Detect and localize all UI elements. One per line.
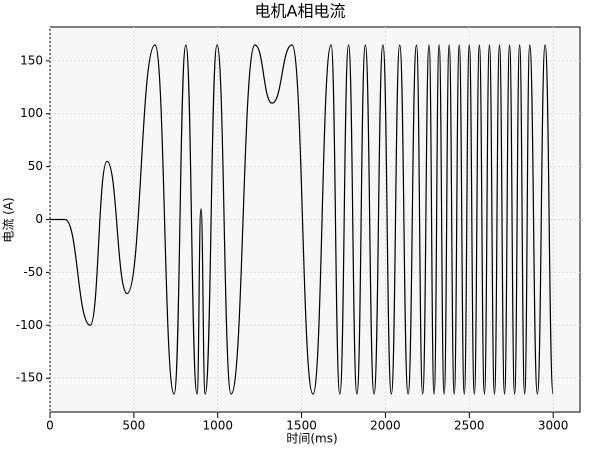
data-line — [50, 44, 554, 395]
x-tick-label: 3000 — [538, 419, 569, 433]
x-tick-label: 1500 — [286, 419, 317, 433]
y-tick-label: -50 — [23, 265, 43, 279]
y-tick-label: 0 — [35, 212, 43, 226]
x-axis-label: 时间(ms) — [286, 432, 337, 446]
y-tick-label: -100 — [16, 318, 43, 332]
x-tick-label: 1000 — [202, 419, 233, 433]
y-tick-label: 50 — [28, 159, 43, 173]
x-tick-label: 2000 — [370, 419, 401, 433]
y-tick-label: -150 — [16, 371, 43, 385]
x-tick-label: 500 — [122, 419, 145, 433]
x-tick-label: 0 — [46, 419, 54, 433]
y-tick-label: 100 — [20, 106, 43, 120]
y-tick-label: 150 — [20, 53, 43, 67]
x-tick-label: 2500 — [454, 419, 485, 433]
chart-title: 电机A相电流 — [255, 2, 346, 21]
y-axis-label: 电流 (A) — [2, 197, 16, 242]
